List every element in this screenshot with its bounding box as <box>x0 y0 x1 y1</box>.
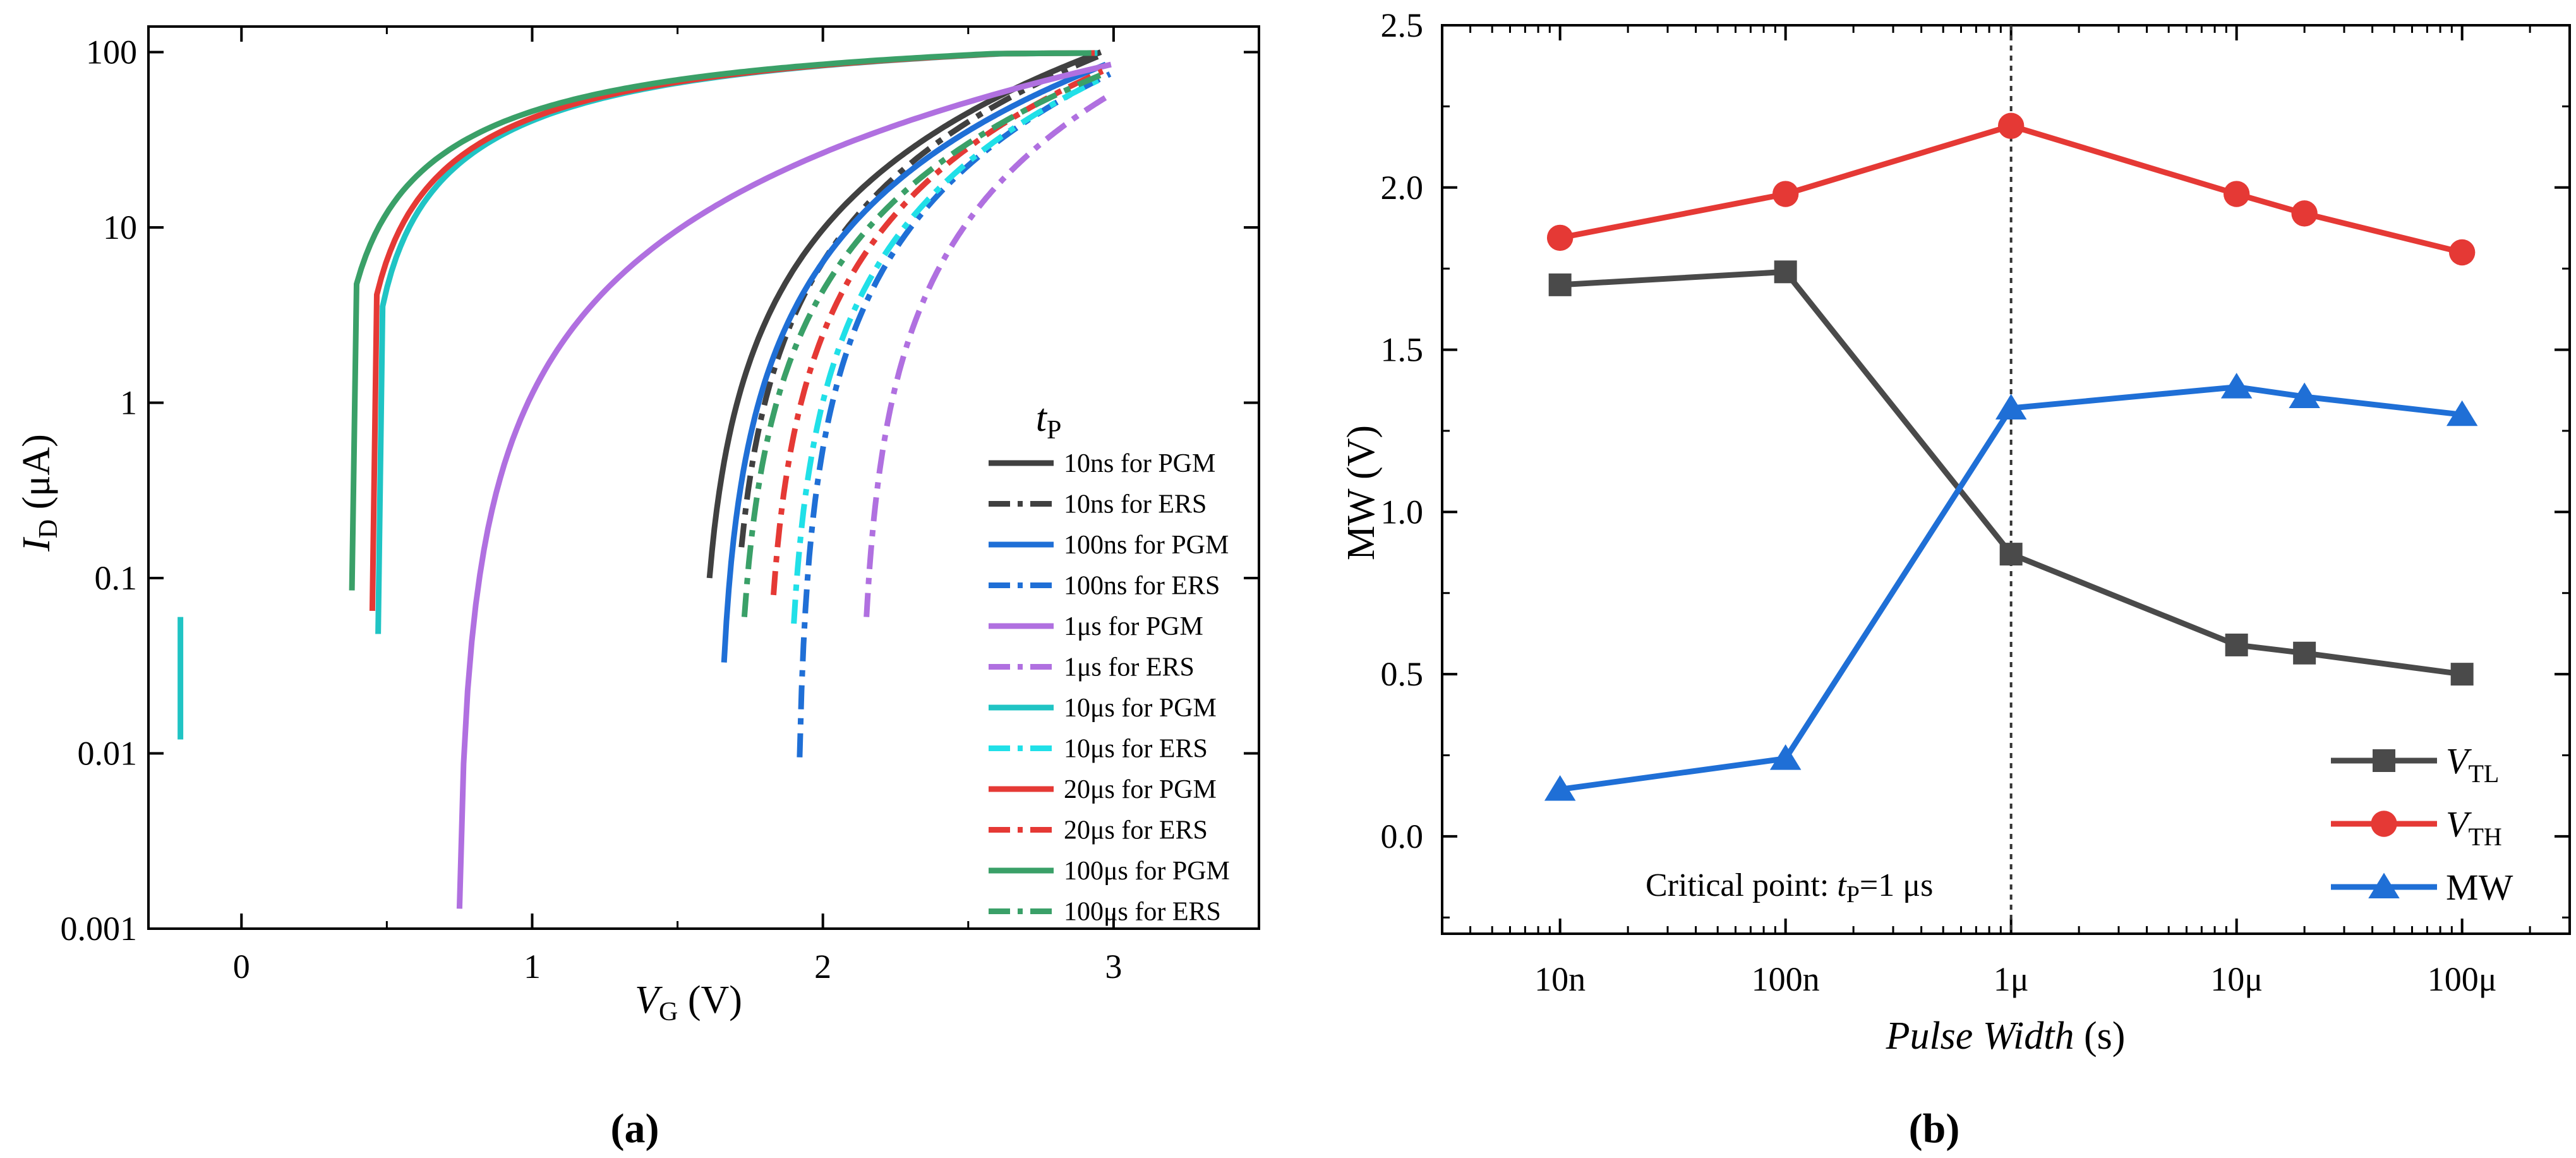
point-MW <box>1995 394 2027 420</box>
point-VTL <box>2225 633 2248 656</box>
y-tick-label: 10 <box>103 208 137 246</box>
x-tick-label: 1 <box>524 948 541 986</box>
legend-entry: 20μs for ERS <box>1064 816 1208 845</box>
legend-entry: 1μs for ERS <box>1064 653 1195 682</box>
curve-100μs-for-ERS <box>741 71 1105 617</box>
panel-a-label: (a) <box>611 1106 659 1152</box>
point-VTH <box>1772 181 1799 207</box>
legend-entry: MW <box>2446 867 2513 908</box>
series-line-MW <box>1560 384 2463 792</box>
y-tick-label: 0.0 <box>1381 817 1424 855</box>
x-tick-label: 2 <box>814 948 831 986</box>
point-VTH <box>1997 112 2025 139</box>
x-tick-label: 1μ <box>1994 960 2029 998</box>
point-MW <box>1544 775 1576 801</box>
legend-entry: 1μs for PGM <box>1064 612 1203 641</box>
legend-entry: 100ns for PGM <box>1064 531 1229 560</box>
panel-a-axes: 0 1 2 3 0.001 0.01 0.1 1 10 100 <box>61 25 1260 986</box>
point-MW <box>2446 400 2478 426</box>
panel-a-xlabel: VG (V) <box>635 979 742 1027</box>
series-line-VTL <box>1560 268 2463 677</box>
legend-entry: 10ns for PGM <box>1064 449 1215 478</box>
x-tick-label: 10μ <box>2210 960 2263 998</box>
legend-entry: 100μs for ERS <box>1064 898 1221 927</box>
panel-a-ylabel: ID (μA) <box>15 434 63 552</box>
legend-entry: VTH <box>2446 804 2502 851</box>
legend-title: tP <box>1036 397 1062 445</box>
x-tick-label: 10n <box>1534 960 1586 998</box>
panel-a-frame <box>147 25 1260 930</box>
panel-b-axes: 10n 100n 1μ 10μ 100μ 0.0 0.5 1.0 1.5 2.0 2.5 <box>1381 6 2571 998</box>
y-tick-label: 0.01 <box>78 735 138 773</box>
legend-marker <box>2373 749 2395 772</box>
point-VTL <box>2293 641 2316 665</box>
y-tick-label: 2.5 <box>1381 6 1424 44</box>
point-VTL <box>1999 543 2023 566</box>
critical-point-annotation: Critical point: tP=1 μs <box>1646 867 1933 908</box>
x-tick-label: 3 <box>1105 948 1122 986</box>
point-VTH <box>2291 200 2318 227</box>
point-MW <box>1769 744 1802 770</box>
curve-10ns-for-PGM <box>706 49 1102 579</box>
legend-entry: 10μs for ERS <box>1064 735 1208 764</box>
point-VTL <box>1548 273 1572 296</box>
y-tick-label: 0.1 <box>95 559 138 597</box>
legend-entry: VTL <box>2446 740 2499 788</box>
series-line-VTH <box>1559 123 2463 255</box>
panel-b-series <box>1544 112 2478 801</box>
legend-entry: 100μs for PGM <box>1064 857 1230 886</box>
panel-b-legend: VTL VTH MW <box>2331 740 2513 908</box>
legend-entry: 10ns for ERS <box>1064 490 1207 519</box>
y-tick-label: 1.0 <box>1381 493 1424 531</box>
x-tick-label: 0 <box>233 948 250 986</box>
panel-a-curves <box>178 49 1112 909</box>
panel-b-frame <box>1441 24 2571 935</box>
legend-marker <box>2368 872 2400 898</box>
y-tick-label: 2.0 <box>1381 169 1424 207</box>
x-tick-label: 100n <box>1752 960 1820 998</box>
point-VTH <box>2448 239 2476 266</box>
curve-1μs-for-ERS <box>864 95 1107 617</box>
curve-100μs-for-PGM <box>349 50 1092 591</box>
curve-100ns-for-PGM <box>721 61 1107 663</box>
curve-10ns-for-ERS <box>738 53 1100 548</box>
legend-entry: 100ns for ERS <box>1064 572 1220 601</box>
point-MW <box>2220 373 2253 399</box>
x-tick-label: 100μ <box>2428 960 2497 998</box>
legend-marker <box>2371 811 2397 837</box>
panel-b-label: (b) <box>1909 1106 1960 1152</box>
y-tick-label: 1.5 <box>1381 331 1424 369</box>
panel-b-ylabel: MW (V) <box>1340 425 1383 560</box>
point-VTH <box>1546 224 1574 251</box>
curve-10μs-for-ERS <box>791 75 1106 624</box>
y-tick-label: 0.5 <box>1381 655 1424 693</box>
y-tick-label: 1 <box>120 384 137 422</box>
legend-entry: 10μs for PGM <box>1064 694 1217 723</box>
point-VTH <box>2223 181 2250 207</box>
y-tick-label: 100 <box>86 33 137 71</box>
point-MW <box>2289 382 2320 409</box>
point-VTL <box>2450 663 2474 686</box>
legend-entry: 20μs for PGM <box>1064 775 1217 804</box>
panel-b-xlabel: Pulse Width (s) <box>1886 1015 2126 1058</box>
y-tick-label: 0.001 <box>61 910 138 948</box>
curve-20μs-for-ERS <box>771 68 1104 596</box>
point-VTL <box>1774 260 1797 284</box>
curve-1μs-for-PGM <box>456 61 1112 909</box>
